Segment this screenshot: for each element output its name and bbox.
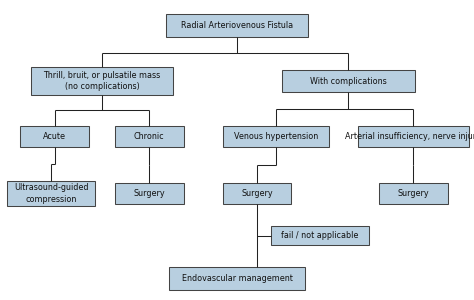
Text: Endovascular management: Endovascular management (182, 274, 292, 283)
Text: Acute: Acute (43, 132, 66, 141)
FancyBboxPatch shape (31, 67, 173, 95)
Text: Surgery: Surgery (134, 189, 165, 198)
Text: Surgery: Surgery (241, 189, 273, 198)
FancyBboxPatch shape (282, 70, 415, 92)
FancyBboxPatch shape (271, 226, 368, 245)
FancyBboxPatch shape (20, 126, 89, 147)
Text: Thrill, bruit, or pulsatile mass
(no complications): Thrill, bruit, or pulsatile mass (no com… (43, 71, 161, 91)
Text: Venous hypertension: Venous hypertension (234, 132, 318, 141)
FancyBboxPatch shape (379, 183, 447, 204)
FancyBboxPatch shape (222, 126, 329, 147)
FancyBboxPatch shape (115, 126, 183, 147)
FancyBboxPatch shape (223, 183, 291, 204)
Text: Radial Arteriovenous Fistula: Radial Arteriovenous Fistula (181, 21, 293, 30)
FancyBboxPatch shape (357, 126, 469, 147)
FancyBboxPatch shape (115, 183, 183, 204)
FancyBboxPatch shape (7, 181, 95, 206)
Text: Surgery: Surgery (398, 189, 429, 198)
FancyBboxPatch shape (170, 267, 304, 290)
FancyBboxPatch shape (166, 14, 308, 37)
Text: Chronic: Chronic (134, 132, 164, 141)
Text: With complications: With complications (310, 76, 387, 85)
Text: Arterial insufficiency, nerve injury: Arterial insufficiency, nerve injury (346, 132, 474, 141)
Text: Ultrasound-guided
compression: Ultrasound-guided compression (14, 183, 89, 203)
Text: fail / not applicable: fail / not applicable (281, 231, 359, 240)
